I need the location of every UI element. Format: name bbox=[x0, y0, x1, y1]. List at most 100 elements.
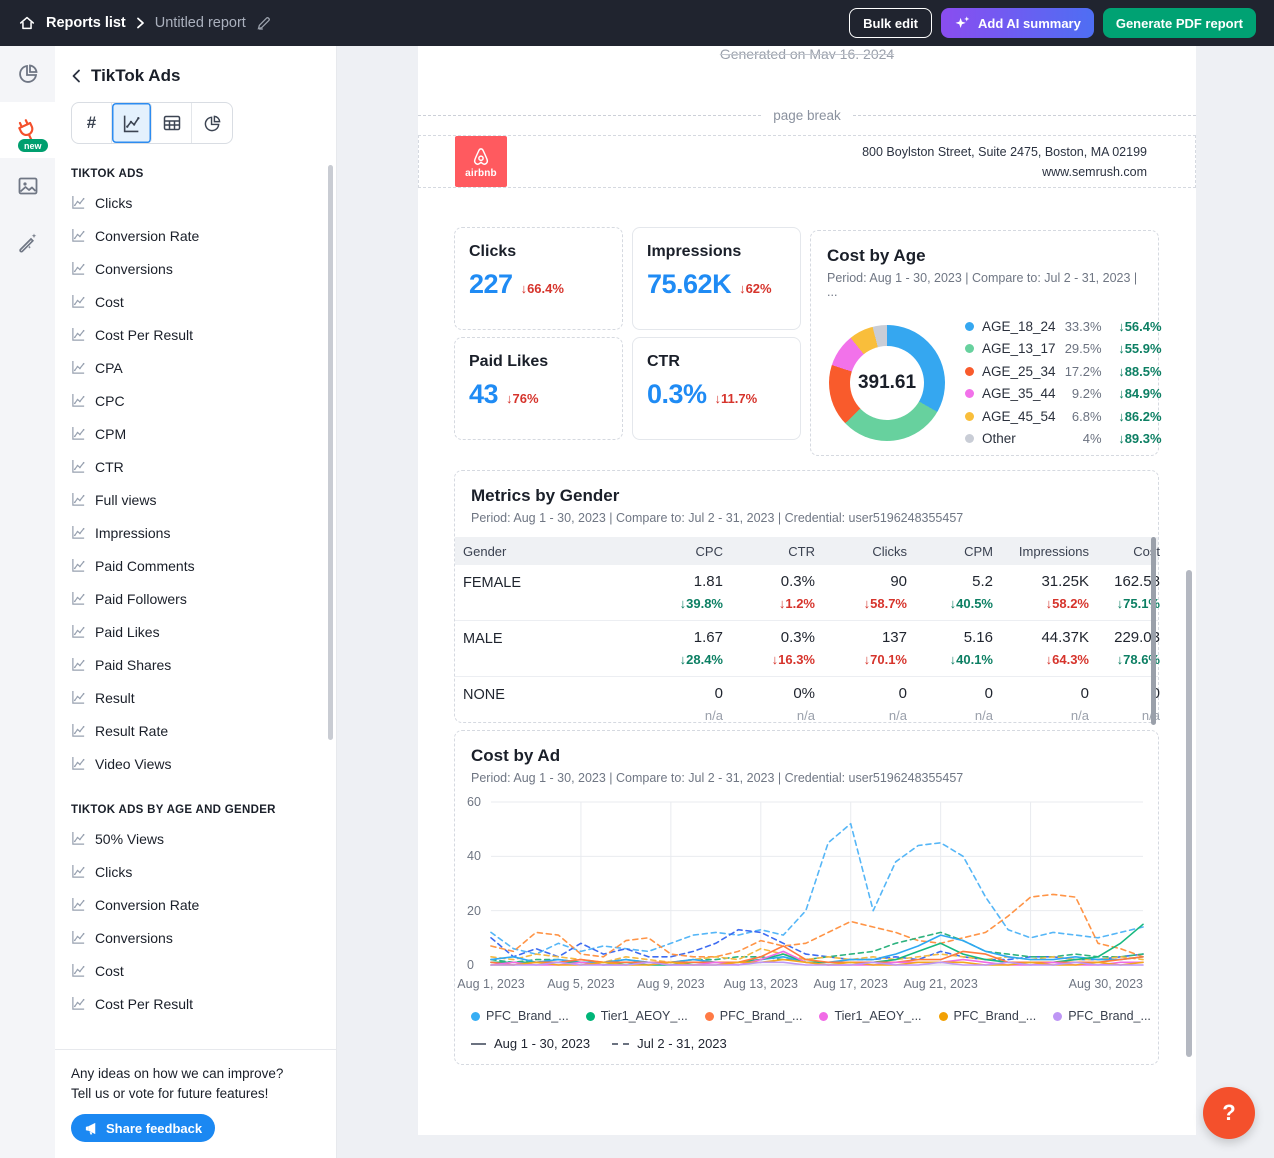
x-tick-label: Aug 17, 2023 bbox=[813, 977, 888, 991]
sidebar-item-paid-shares[interactable]: Paid Shares bbox=[55, 648, 336, 681]
cost-by-age-widget[interactable]: Cost by Age Period: Aug 1 - 30, 2023 | C… bbox=[810, 230, 1162, 456]
sidebar-item-cpm[interactable]: CPM bbox=[55, 417, 336, 450]
column-header: Cost bbox=[1133, 543, 1160, 559]
rail-magic-item[interactable] bbox=[0, 214, 55, 270]
line-chart-icon bbox=[71, 963, 86, 978]
legend-item: PFC_Brand_... bbox=[1053, 1009, 1151, 1023]
sidebar-item-conversions[interactable]: Conversions bbox=[55, 921, 336, 954]
share-feedback-button[interactable]: Share feedback bbox=[71, 1114, 216, 1142]
sidebar-item-paid-comments[interactable]: Paid Comments bbox=[55, 549, 336, 582]
y-tick: 60 bbox=[467, 795, 481, 809]
x-axis-labels: Aug 1, 2023 Aug 5, 2023 Aug 9, 2023 Aug 13,… bbox=[457, 977, 1143, 993]
brand-header-widget[interactable]: airbnb 800 Boylston Street, Suite 2475, … bbox=[418, 135, 1196, 188]
line-chart-icon bbox=[71, 591, 86, 606]
table-header: Gender CPC CTR Clicks CPM Impressions Cost bbox=[455, 537, 1160, 565]
legend-item: Tier1_AEOY_... bbox=[585, 1009, 688, 1023]
help-button[interactable]: ? bbox=[1203, 1087, 1255, 1139]
table-scrollbar[interactable] bbox=[1151, 537, 1156, 725]
sidebar-item-clicks[interactable]: Clicks bbox=[55, 186, 336, 219]
metrics-by-gender-widget[interactable]: Metrics by Gender Period: Aug 1 - 30, 20… bbox=[454, 470, 1160, 725]
edit-pencil-icon[interactable] bbox=[256, 15, 272, 31]
age-donut-chart: 391.61 bbox=[829, 324, 945, 441]
sidebar-item-cost-per-result[interactable]: Cost Per Result bbox=[55, 318, 336, 351]
left-icon-rail: new bbox=[0, 46, 55, 1158]
breadcrumb-reports-list[interactable]: Reports list bbox=[46, 15, 126, 31]
y-tick: 0 bbox=[467, 958, 474, 972]
sidebar-item-ctr[interactable]: CTR bbox=[55, 450, 336, 483]
canvas-scrollbar[interactable] bbox=[1186, 570, 1192, 1057]
period-legend: Aug 1 - 30, 2023 Jul 2 - 31, 2023 bbox=[471, 1036, 1142, 1051]
line-chart-icon bbox=[71, 327, 86, 342]
sidebar-item-cpa[interactable]: CPA bbox=[55, 351, 336, 384]
home-icon[interactable] bbox=[18, 14, 36, 32]
sidebar-item-conversion-rate[interactable]: Conversion Rate bbox=[55, 219, 336, 252]
sidebar-item-video-views[interactable]: Video Views bbox=[55, 747, 336, 780]
tab-line-chart-widget[interactable] bbox=[112, 103, 152, 143]
sidebar-item-full-views[interactable]: Full views bbox=[55, 483, 336, 516]
page-break: page break bbox=[418, 108, 1196, 123]
legend-dot-icon bbox=[965, 344, 974, 354]
report-title: Untitled report bbox=[154, 15, 246, 31]
airbnb-logo: airbnb bbox=[455, 136, 507, 187]
pie-chart-icon bbox=[203, 114, 222, 133]
rail-images-item[interactable] bbox=[0, 158, 55, 214]
new-badge: new bbox=[18, 139, 48, 152]
add-ai-summary-button[interactable]: Add AI summary bbox=[941, 8, 1094, 38]
sidebar-item-impressions[interactable]: Impressions bbox=[55, 516, 336, 549]
series-line bbox=[490, 961, 1144, 966]
legend-dot-icon bbox=[585, 1011, 595, 1021]
tab-number-widget[interactable]: # bbox=[72, 103, 112, 143]
age-legend-row: AGE_13_17 29.5% ↓55.9% bbox=[965, 338, 1162, 361]
column-header: CPC bbox=[695, 543, 723, 559]
sidebar-item-result[interactable]: Result bbox=[55, 681, 336, 714]
line-chart-icon bbox=[71, 426, 86, 441]
sidebar-item-cost[interactable]: Cost bbox=[55, 954, 336, 987]
kpi-ctr-widget[interactable]: CTR 0.3% ↓11.7% bbox=[632, 337, 801, 440]
change-badge: ↓66.4% bbox=[520, 281, 564, 296]
sidebar-section-label: TIKTOK ADS BY AGE AND GENDER bbox=[71, 804, 276, 816]
generated-note: Generated on May 16, 2024 bbox=[719, 46, 895, 59]
column-header: CPM bbox=[964, 543, 993, 559]
kpi-paid-likes-widget[interactable]: Paid Likes 43 ↓76% bbox=[454, 337, 623, 440]
sidebar-item-result-rate[interactable]: Result Rate bbox=[55, 714, 336, 747]
megaphone-icon bbox=[84, 1121, 99, 1136]
sidebar-item-clicks[interactable]: Clicks bbox=[55, 855, 336, 888]
change-badge: ↓62% bbox=[739, 281, 772, 296]
sidebar-item-cost[interactable]: Cost bbox=[55, 285, 336, 318]
series-line bbox=[490, 822, 1144, 955]
age-legend-row: AGE_25_34 17.2% ↓88.5% bbox=[965, 360, 1162, 383]
line-chart-icon bbox=[71, 525, 86, 540]
age-legend-row: AGE_35_44 9.2% ↓84.9% bbox=[965, 383, 1162, 406]
back-chevron-icon[interactable] bbox=[71, 69, 81, 83]
sidebar-item-conversions[interactable]: Conversions bbox=[55, 252, 336, 285]
kpi-clicks-widget[interactable]: Clicks 227 ↓66.4% bbox=[454, 227, 623, 330]
sidebar-item-paid-followers[interactable]: Paid Followers bbox=[55, 582, 336, 615]
bulk-edit-button[interactable]: Bulk edit bbox=[849, 8, 933, 38]
solid-line-swatch bbox=[471, 1042, 486, 1045]
tab-pie-chart-widget[interactable] bbox=[192, 103, 232, 143]
line-chart-icon bbox=[71, 459, 86, 474]
sidebar-scrollbar[interactable] bbox=[328, 165, 333, 740]
column-header: Impressions bbox=[1018, 543, 1089, 559]
line-chart-icon bbox=[71, 831, 86, 846]
cost-by-ad-widget[interactable]: Cost by Ad Period: Aug 1 - 30, 2023 | Co… bbox=[454, 730, 1159, 1065]
sidebar-item-50-views[interactable]: 50% Views bbox=[55, 822, 336, 855]
rail-integrations-item[interactable]: new bbox=[0, 102, 55, 158]
generate-pdf-button[interactable]: Generate PDF report bbox=[1102, 8, 1256, 38]
x-tick-label: Aug 5, 2023 bbox=[547, 977, 615, 991]
line-chart-icon bbox=[71, 624, 86, 639]
sidebar-item-conversion-rate[interactable]: Conversion Rate bbox=[55, 888, 336, 921]
sidebar-item-cpc[interactable]: CPC bbox=[55, 384, 336, 417]
pie-chart-icon bbox=[16, 62, 40, 86]
top-bar: Reports list Untitled report Bulk edit A… bbox=[0, 0, 1274, 46]
legend-dot-icon bbox=[471, 1011, 480, 1021]
age-legend-row: AGE_45_54 6.8% ↓86.2% bbox=[965, 405, 1162, 428]
widget-type-tabs: # bbox=[71, 102, 233, 144]
page-break-line bbox=[852, 115, 1196, 116]
rail-widgets-item[interactable] bbox=[0, 46, 55, 102]
sidebar-item-cost-per-result[interactable]: Cost Per Result bbox=[55, 987, 336, 1020]
sidebar-item-paid-likes[interactable]: Paid Likes bbox=[55, 615, 336, 648]
tab-table-widget[interactable] bbox=[152, 103, 192, 143]
kpi-impressions-widget[interactable]: Impressions 75.62K ↓62% bbox=[632, 227, 801, 330]
report-canvas: Generated on May 16, 2024 page break air… bbox=[418, 46, 1196, 1135]
